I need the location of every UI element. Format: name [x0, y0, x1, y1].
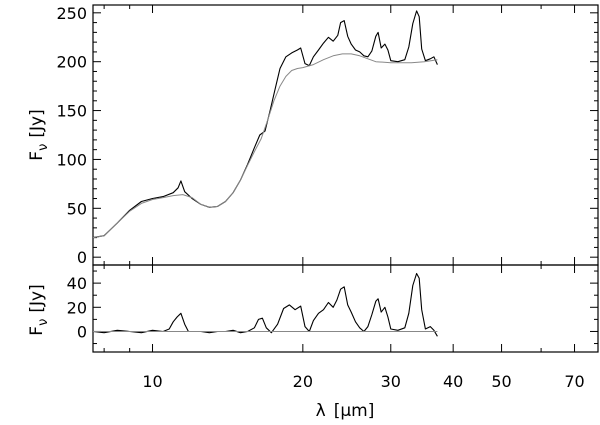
- top-y-tick-label: 150: [56, 102, 87, 121]
- top-ylabel-unit: [Jy]: [27, 109, 47, 137]
- bottom-y-tick-label: 0: [77, 322, 87, 341]
- bottom-panel-frame: [92, 264, 599, 353]
- top-ylabel-subscript: ν: [36, 144, 51, 151]
- x-axis-title: λ [μm]: [316, 401, 375, 421]
- top-y-tick-label: 250: [56, 4, 87, 23]
- top-series: [92, 10, 438, 239]
- top-y-tick-label: 0: [77, 248, 87, 267]
- x-tick-label: 30: [381, 372, 401, 391]
- top-continuum-line: [92, 53, 438, 239]
- top-y-tick-label: 100: [56, 150, 87, 169]
- bottom-ylabel-subscript: ν: [36, 319, 51, 326]
- top-y-tick-label: 50: [67, 199, 87, 218]
- xlabel-main: λ: [316, 401, 326, 421]
- top-spectrum-line: [92, 10, 438, 239]
- bottom-spectrum-line: [92, 272, 438, 337]
- x-tick-label: 70: [564, 372, 584, 391]
- x-tick-label: 40: [443, 372, 463, 391]
- bottom-y-axis-title: Fν [Jy]: [27, 284, 51, 335]
- bottom-y-tick-label: 40: [67, 274, 87, 293]
- x-tick-label: 20: [293, 372, 313, 391]
- bottom-panel: 10 20 30 40 50 70 0 20 40 Fν [Jy] λ [μm]: [27, 264, 599, 421]
- x-tick-label: 10: [142, 372, 162, 391]
- bottom-x-ticks: 10 20 30 40 50 70: [103, 265, 585, 391]
- bottom-y-tick-label: 20: [67, 298, 87, 317]
- top-x-ticks: [103, 5, 576, 265]
- top-panel-frame: [92, 4, 599, 266]
- top-ylabel-main: F: [27, 151, 47, 161]
- xlabel-unit: [μm]: [334, 401, 375, 421]
- top-y-tick-label: 200: [56, 53, 87, 72]
- bottom-ylabel-unit: [Jy]: [27, 284, 47, 312]
- top-y-axis-title: Fν [Jy]: [27, 109, 51, 160]
- top-y-ticks: 0 50 100 150 200 250: [56, 4, 598, 267]
- bottom-series: [92, 272, 438, 337]
- x-tick-label: 50: [491, 372, 511, 391]
- top-panel: 0 50 100 150 200 250 Fν [Jy]: [27, 4, 599, 267]
- bottom-y-ticks: 0 20 40: [67, 270, 598, 345]
- bottom-ylabel-main: F: [27, 326, 47, 336]
